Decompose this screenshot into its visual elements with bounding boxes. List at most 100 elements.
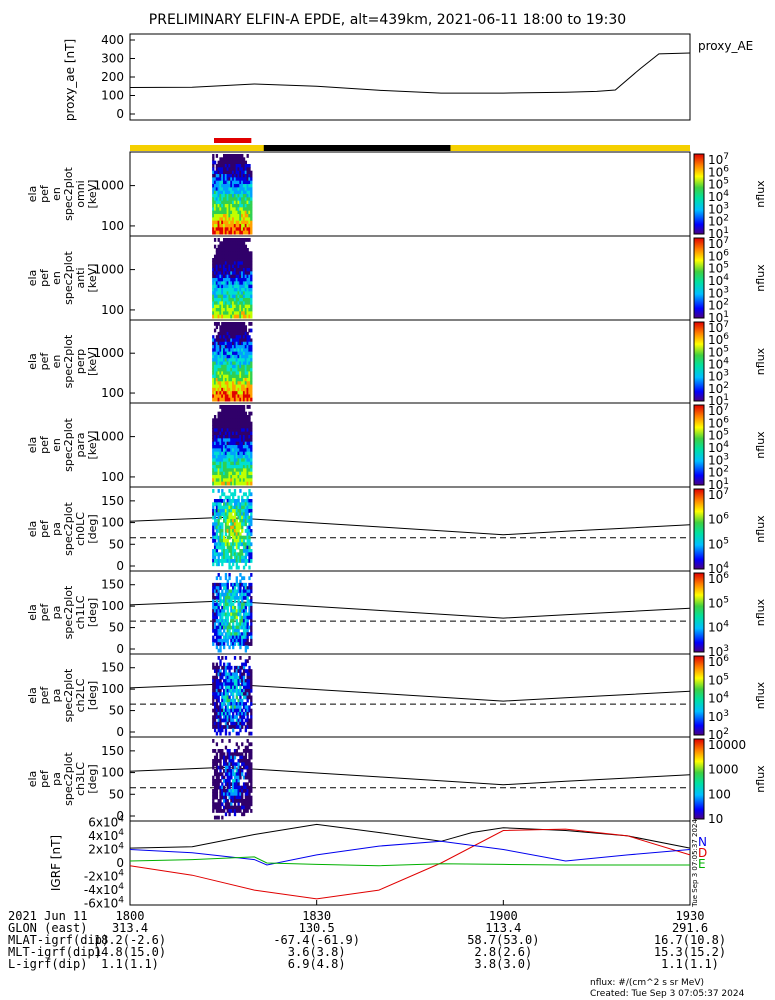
ela_pef_en_spec2plot_omni-ylabel-0: ela <box>26 186 39 203</box>
ela_pef_en_spec2plot_omni-cell <box>226 174 229 178</box>
ela_pef_en_spec2plot_omni-cell <box>232 167 235 172</box>
ela_pef_en_spec2plot_perp-cell <box>248 377 251 382</box>
ela_pef_pa_spec2plot_ch0LC-cell <box>250 505 253 510</box>
ela_pef_en_spec2plot_para-cell <box>248 428 251 433</box>
ela_pef_pa_spec2plot_ch0LC-cell <box>213 532 217 537</box>
ela_pef_pa_spec2plot_ch1LC-cell <box>239 573 242 577</box>
ela_pef_en_spec2plot_perp-cell <box>224 328 228 333</box>
ela_pef_en_spec2plot_anti-cell <box>215 274 219 279</box>
ela_pef_en_spec2plot_perp-cell <box>219 368 222 372</box>
ela_pef_en_spec2plot_perp-cell <box>244 361 248 366</box>
ela_pef_pa_spec2plot_ch2LC-cell <box>246 711 249 716</box>
ela_pef_pa_spec2plot_ch1LC-cell <box>237 582 240 587</box>
ela_pef_en_spec2plot_anti-cell <box>212 298 215 302</box>
ela_pef_en_spec2plot_anti-cell <box>226 291 229 296</box>
ela_pef_pa_spec2plot_ch1LC-cell <box>235 589 238 594</box>
ela_pef_pa_spec2plot_ch1LC-cell <box>215 589 219 594</box>
ela_pef_en_spec2plot_para-cell <box>250 465 253 469</box>
ela_pef_pa_spec2plot_ch1LC-cell <box>237 622 240 627</box>
ela_pef_en_spec2plot_anti-cell <box>242 278 246 282</box>
ela_pef_en_spec2plot_omni-cell <box>241 220 244 225</box>
ela_pef_pa_spec2plot_ch0LC-cell <box>233 502 237 507</box>
ela_pef_en_spec2plot_perp-cell <box>233 364 237 369</box>
ela_pef_pa_spec2plot_ch0LC-ylabel-2: pa <box>50 522 63 536</box>
ela_pef_pa_spec2plot_ch3LC-cell <box>250 755 253 760</box>
ela_pef_en_spec2plot_anti-ytick: 100 <box>101 303 124 317</box>
ela_pef_pa_spec2plot_ch3LC-cell <box>248 769 251 773</box>
ela_pef_en_spec2plot_perp-cell <box>235 374 238 379</box>
ela_pef_pa_spec2plot_ch3LC-cell <box>250 742 253 747</box>
ela_pef_en_spec2plot_omni-cell <box>235 227 238 232</box>
ela_pef_en_spec2plot_anti-cell <box>242 244 246 249</box>
ela_pef_en_spec2plot_perp-cell <box>241 377 244 382</box>
ela_pef_en_spec2plot_perp-cell <box>219 341 222 346</box>
ela_pef_en_spec2plot_perp-cell <box>222 387 226 392</box>
ela_pef_pa_spec2plot_ch0LC-cell <box>230 522 233 527</box>
ela_pef_en_spec2plot_omni-cell <box>228 217 231 222</box>
ela_pef_pa_spec2plot_ch2LC-cell <box>212 692 215 696</box>
ela_pef_pa_spec2plot_ch2LC-cell <box>235 731 238 736</box>
ela_pef_en_spec2plot_anti-cell <box>228 311 231 316</box>
ela_pef_en_spec2plot_perp-cell <box>213 391 217 395</box>
ela_pef_en_spec2plot_perp-cell <box>242 364 246 369</box>
ela_pef_pa_spec2plot_ch3LC-cell <box>228 765 231 770</box>
ela_pef_pa_spec2plot_ch1LC-cell <box>239 609 242 613</box>
ela_pef_en_spec2plot_anti-cell <box>232 268 235 272</box>
ela_pef_en_spec2plot_anti-cell <box>215 284 219 289</box>
ela_pef_en_spec2plot_anti-cell <box>233 311 237 316</box>
ela_pef_en_spec2plot_perp-colorbar-tick-exp: 6 <box>723 332 729 342</box>
ela_pef_en_spec2plot_perp-cell <box>226 348 229 353</box>
ela_pef_en_spec2plot_para-cell <box>222 448 226 453</box>
ela_pef_pa_spec2plot_ch3LC-cell <box>226 749 229 753</box>
ela_pef_pa_spec2plot_ch2LC-cell <box>221 656 224 660</box>
ela_pef_en_spec2plot_anti-cell <box>248 314 251 319</box>
ela_pef_pa_spec2plot_ch3LC-cell <box>224 805 228 810</box>
ela_pef_pa_spec2plot_ch0LC-cell <box>241 495 244 500</box>
ela_pef_pa_spec2plot_ch2LC-cell <box>228 688 231 693</box>
ela_pef_pa_spec2plot_ch1LC-cell <box>248 609 251 613</box>
ela_pef_en_spec2plot_omni-cell <box>248 164 251 168</box>
ela_pef_en_spec2plot_para-cell <box>213 451 217 456</box>
ela_pef_pa_spec2plot_ch3LC-cell <box>244 752 248 757</box>
ela_pef_pa_spec2plot_ch0LC-cell <box>228 555 231 560</box>
ela_pef_pa_spec2plot_ch3LC-cell <box>248 775 251 780</box>
ela_pef_pa_spec2plot_ch3LC-cell <box>239 759 242 763</box>
ela_pef_pa_spec2plot_ch0LC-colorbar-tick-exp: 5 <box>723 536 729 546</box>
ela_pef_pa_spec2plot_ch2LC-cell <box>215 721 219 726</box>
ela_pef_en_spec2plot_para-cell <box>244 475 248 479</box>
ela_pef_pa_spec2plot_ch3LC-cell <box>228 785 231 790</box>
ela_pef_en_spec2plot_anti-cell <box>230 258 233 262</box>
ela_pef_en_spec2plot_para-cell <box>217 415 220 419</box>
igrf-ytick-exp: 4 <box>118 896 124 906</box>
ela_pef_pa_spec2plot_ch2LC-cell <box>237 721 240 726</box>
ela_pef_pa_spec2plot_ch2LC-cell <box>228 685 231 690</box>
ela_pef_pa_spec2plot_ch2LC-cell <box>237 711 240 716</box>
ela_pef_en_spec2plot_perp-cell <box>232 371 235 376</box>
ela_pef_en_spec2plot_para-colorbar-tick-base: 10 <box>708 404 723 418</box>
ela_pef_en_spec2plot_omni-cell <box>217 217 220 222</box>
ela_pef_pa_spec2plot_ch3LC-cell <box>222 752 226 757</box>
ela_pef_pa_spec2plot_ch0LC-cell <box>241 552 244 557</box>
ela_pef_en_spec2plot_perp-colorbar-tick-base: 10 <box>708 370 723 384</box>
ela_pef_en_spec2plot_omni-cell <box>212 157 215 162</box>
ela_pef_en_spec2plot_para-cell <box>226 448 229 453</box>
ela_pef_en_spec2plot_omni-cell <box>213 217 217 222</box>
ela_pef_en_spec2plot_perp-cell <box>215 361 219 366</box>
ela_pef_en_spec2plot_para-cell <box>239 411 242 416</box>
ela_pef_pa_spec2plot_ch0LC-cell <box>250 549 253 553</box>
ela_pef_en_spec2plot_para-cell <box>212 425 215 429</box>
ela_pef_en_spec2plot_omni-cell <box>217 164 220 168</box>
ela_pef_en_spec2plot_anti-cell <box>239 288 242 292</box>
igrf-ytick: -2x104 <box>84 869 124 884</box>
ela_pef_pa_spec2plot_ch0LC-cell <box>219 539 222 543</box>
ela_pef_pa_spec2plot_ch2LC-cell <box>219 679 222 683</box>
ela_pef_en_spec2plot_omni-cell <box>250 224 253 228</box>
ela_pef_en_spec2plot_para-cell <box>244 465 248 469</box>
ela_pef_pa_spec2plot_ch2LC-cell <box>221 665 224 670</box>
ela_pef_en_spec2plot_para-cell <box>221 415 224 419</box>
ela_pef_pa_spec2plot_ch0LC-cell <box>235 512 238 517</box>
ela_pef_en_spec2plot_perp-cell <box>219 325 222 330</box>
ela_pef_pa_spec2plot_ch0LC-cell <box>219 529 222 533</box>
ela_pef_pa_spec2plot_ch1LC-cell <box>242 596 246 600</box>
ela_pef_en_spec2plot_para-cell <box>224 418 228 423</box>
